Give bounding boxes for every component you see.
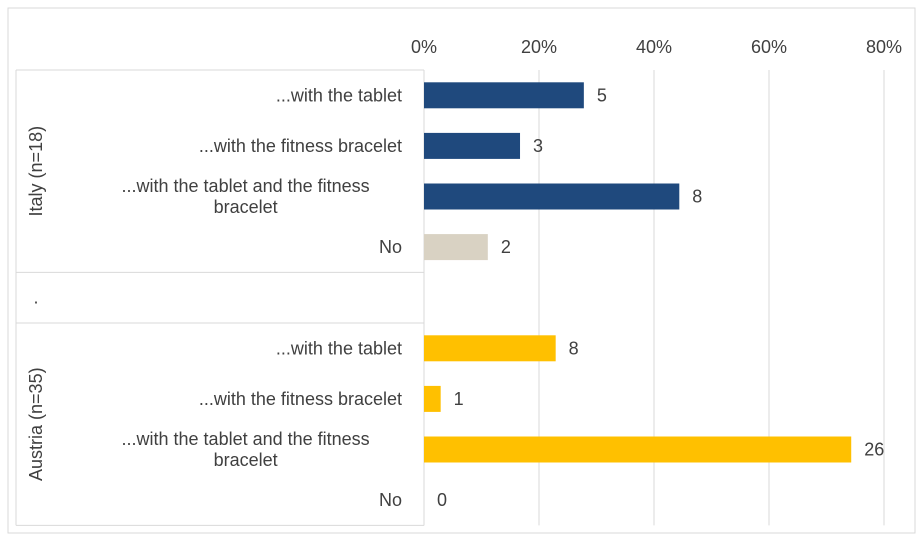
group-label: .	[33, 288, 38, 308]
x-tick-label: 80%	[866, 37, 902, 57]
category-label: ...with the tablet and the fitness bracel…	[122, 176, 370, 217]
group-label: Austria (n=35)	[26, 367, 46, 481]
x-tick-label: 60%	[751, 37, 787, 57]
category-label-line: No	[379, 490, 402, 510]
x-tick-label: 40%	[636, 37, 672, 57]
data-label: 0	[437, 490, 447, 510]
data-label: 8	[569, 338, 579, 358]
x-axis-ticks: 0% 20% 40% 60% 80%	[411, 37, 902, 57]
data-label: 3	[533, 136, 543, 156]
category-label-line: ...with the tablet and the fitness	[122, 176, 370, 196]
bars	[424, 82, 852, 463]
data-label: 2	[501, 237, 511, 257]
x-tick-label: 20%	[521, 37, 557, 57]
category-axis: Italy (n=18) ...with the tablet ...with th…	[15, 69, 425, 526]
bar	[424, 234, 488, 261]
bar	[424, 335, 556, 362]
category-label: ...with the fitness bracelet	[199, 389, 402, 409]
bar	[424, 82, 584, 109]
bar	[424, 132, 521, 159]
x-tick-label: 0%	[411, 37, 437, 57]
group-label: Italy (n=18)	[26, 126, 46, 217]
category-label: No	[379, 237, 402, 257]
data-label: 5	[597, 85, 607, 105]
data-label: 26	[864, 440, 884, 460]
category-label: No	[379, 490, 402, 510]
category-label: ...with the tablet and the fitness bracel…	[122, 429, 370, 470]
category-label-line: ...with the tablet	[276, 85, 402, 105]
category-label-line: ...with the fitness bracelet	[199, 389, 402, 409]
bar	[424, 385, 441, 412]
category-label-line: bracelet	[214, 450, 278, 470]
category-label-line: No	[379, 237, 402, 257]
category-label-line: ...with the tablet	[276, 338, 402, 358]
category-label-line: bracelet	[214, 197, 278, 217]
bar	[424, 183, 680, 210]
data-label: 1	[454, 389, 464, 409]
category-label: ...with the tablet	[276, 85, 402, 105]
category-label: ...with the tablet	[276, 338, 402, 358]
bar	[424, 436, 852, 463]
data-labels: 5 3 8 2 8 1 26 0	[437, 85, 884, 510]
category-label-line: ...with the fitness bracelet	[199, 136, 402, 156]
category-label-line: ...with the tablet and the fitness	[122, 429, 370, 449]
category-label: ...with the fitness bracelet	[199, 136, 402, 156]
data-label: 8	[692, 187, 702, 207]
